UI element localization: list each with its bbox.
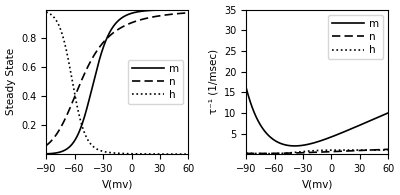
n: [109, 33, 114, 35]
n: [256, 152, 261, 155]
h: [313, 149, 318, 152]
n: [382, 148, 386, 151]
m: [382, 113, 387, 116]
Y-axis label: Steady State: Steady State: [6, 48, 16, 115]
Line: n: n: [246, 149, 388, 153]
n: [251, 152, 256, 155]
h: [251, 152, 256, 155]
h: [51, 16, 56, 18]
m: [382, 113, 386, 116]
n: [244, 152, 248, 155]
m: [251, 109, 256, 112]
h: [182, 153, 186, 155]
Line: m: m: [246, 88, 388, 146]
m: [182, 8, 186, 11]
Legend: m, n, h: m, n, h: [128, 59, 183, 104]
Line: n: n: [46, 13, 188, 145]
n: [182, 12, 187, 14]
m: [244, 87, 248, 89]
m: [292, 145, 297, 147]
n: [309, 151, 314, 154]
n: [313, 151, 318, 153]
Line: m: m: [46, 10, 188, 154]
m: [386, 112, 391, 114]
n: [113, 30, 118, 32]
n: [386, 148, 391, 151]
n: [44, 144, 49, 147]
m: [44, 153, 49, 155]
h: [266, 152, 270, 155]
n: [182, 12, 186, 14]
X-axis label: V(mv): V(mv): [102, 179, 133, 190]
h: [156, 153, 160, 155]
h: [382, 149, 387, 151]
h: [386, 149, 391, 151]
h: [44, 11, 49, 13]
h: [244, 152, 248, 154]
h: [186, 153, 191, 155]
n: [356, 149, 360, 152]
Line: h: h: [246, 150, 388, 154]
m: [313, 141, 318, 144]
m: [182, 8, 187, 11]
m: [51, 152, 56, 154]
X-axis label: V(mv): V(mv): [302, 179, 333, 190]
m: [109, 28, 114, 30]
h: [382, 149, 386, 151]
Legend: m, n, h: m, n, h: [328, 15, 383, 59]
h: [109, 152, 114, 154]
m: [309, 142, 314, 145]
h: [182, 153, 187, 155]
h: [356, 149, 360, 151]
n: [51, 137, 56, 140]
n: [156, 15, 160, 17]
m: [113, 23, 118, 25]
Y-axis label: τ⁻¹ (1/msec): τ⁻¹ (1/msec): [208, 49, 218, 114]
n: [186, 12, 191, 14]
n: [382, 148, 387, 151]
h: [309, 150, 314, 152]
m: [186, 8, 191, 11]
m: [356, 125, 360, 127]
m: [156, 9, 160, 11]
Line: h: h: [46, 12, 188, 154]
h: [113, 152, 118, 154]
